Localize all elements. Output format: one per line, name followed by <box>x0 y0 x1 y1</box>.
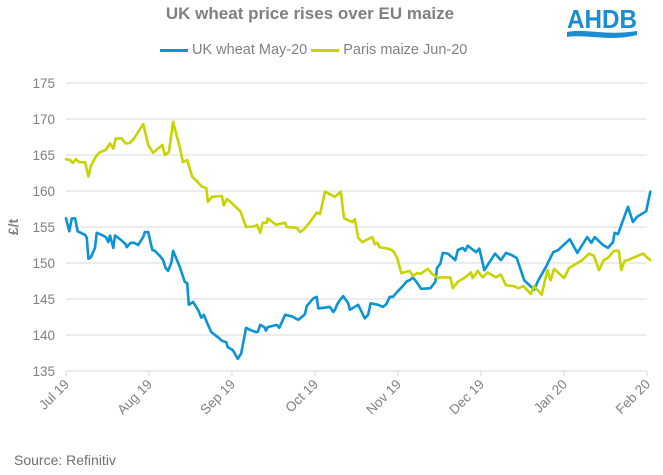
y-axis-title: £/t <box>5 218 21 235</box>
x-tick-label: Feb 20 <box>613 377 653 417</box>
y-tick-label: 140 <box>32 328 55 343</box>
series-line-paris-maize <box>64 120 652 297</box>
gridlines <box>66 82 647 372</box>
legend-item-paris-maize: Paris maize Jun-20 <box>311 42 467 58</box>
legend-item-uk-wheat: UK wheat May-20 <box>160 42 307 58</box>
chart-title: UK wheat price rises over EU maize <box>165 4 455 23</box>
y-axis-tick-labels: 135 140 145 150 155 160 165 170 175 <box>32 76 55 379</box>
y-tick-label: 175 <box>32 76 55 91</box>
series-line-uk-wheat <box>64 190 652 361</box>
x-tick-label: Oct 19 <box>282 377 321 416</box>
x-tick-label: Jan 20 <box>531 377 570 416</box>
y-tick-label: 135 <box>32 364 55 379</box>
x-tick-label: Aug 19 <box>114 377 155 418</box>
y-tick-label: 145 <box>32 292 55 307</box>
source-note: Source: Refinitiv <box>14 452 116 468</box>
x-tick-label: Nov 19 <box>363 377 404 418</box>
legend-label-paris-maize: Paris maize Jun-20 <box>343 42 468 58</box>
logo-swoosh <box>567 30 637 38</box>
y-tick-label: 155 <box>32 220 55 235</box>
y-tick-label: 165 <box>32 148 55 163</box>
legend-swatch-paris-maize <box>311 48 340 52</box>
x-tick-label: Dec 19 <box>446 377 487 418</box>
x-tick-label: Jul 19 <box>36 377 72 413</box>
legend-swatch-uk-wheat <box>160 48 188 52</box>
y-tick-label: 150 <box>32 256 55 271</box>
ahdb-logo: AHDB <box>567 4 637 38</box>
x-tick-label: Sep 19 <box>197 377 238 418</box>
y-tick-label: 160 <box>32 184 55 199</box>
legend-label-uk-wheat: UK wheat May-20 <box>192 42 308 58</box>
y-tick-label: 170 <box>32 112 55 127</box>
line-chart: 135 140 145 150 155 160 165 170 175 Jul 19 Aug 19… <box>5 76 653 417</box>
series-lines <box>64 120 652 361</box>
chart-legend: UK wheat May-20 Paris maize Jun-20 <box>160 42 471 58</box>
logo-text: AHDB <box>567 4 637 34</box>
x-axis: Jul 19 Aug 19 Sep 19 Oct 19 Nov 19 Dec 19 Jan … <box>36 371 653 417</box>
